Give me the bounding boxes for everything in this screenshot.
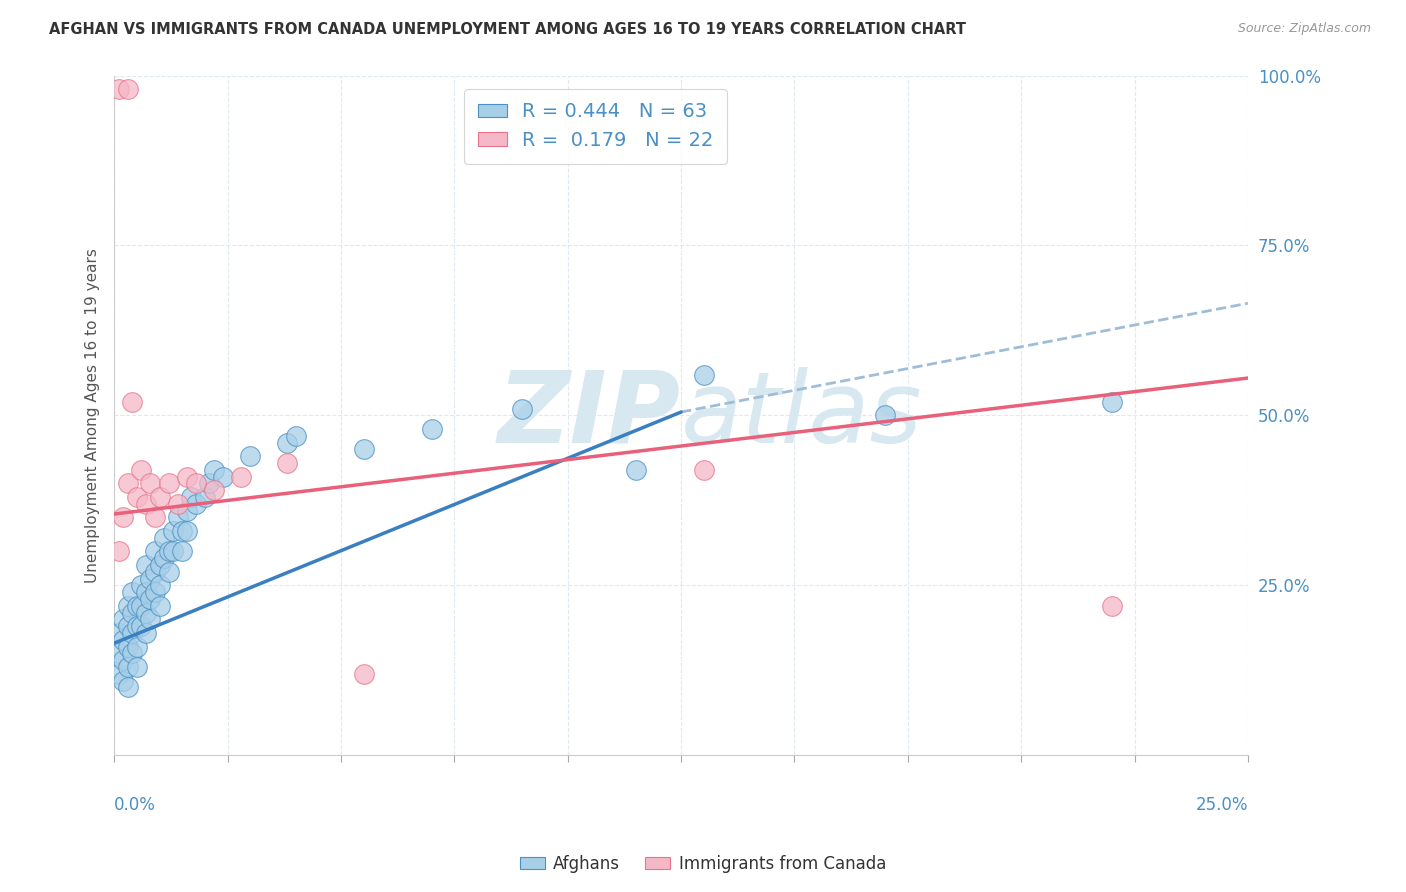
Point xyxy=(153,531,176,545)
Point xyxy=(139,572,162,586)
Point xyxy=(1101,394,1123,409)
Point xyxy=(139,592,162,607)
Point xyxy=(107,82,129,96)
Point xyxy=(121,585,143,599)
Point xyxy=(139,612,162,626)
Point xyxy=(135,626,157,640)
Point xyxy=(121,646,143,660)
Point xyxy=(112,653,135,667)
Point xyxy=(117,599,139,613)
Point xyxy=(121,394,143,409)
Point xyxy=(172,524,194,538)
Point xyxy=(107,646,129,660)
Point xyxy=(135,606,157,620)
Point xyxy=(198,476,221,491)
Point xyxy=(131,578,153,592)
Point xyxy=(353,442,375,457)
Point xyxy=(131,619,153,633)
Point xyxy=(135,585,157,599)
Point xyxy=(693,463,716,477)
Point xyxy=(148,558,170,572)
Text: Source: ZipAtlas.com: Source: ZipAtlas.com xyxy=(1237,22,1371,36)
Point xyxy=(143,565,166,579)
Point xyxy=(202,463,225,477)
Point xyxy=(239,449,262,463)
Point xyxy=(112,632,135,647)
Point xyxy=(180,490,202,504)
Point xyxy=(121,626,143,640)
Point xyxy=(125,619,148,633)
Point xyxy=(139,476,162,491)
Point xyxy=(125,599,148,613)
Text: 25.0%: 25.0% xyxy=(1195,797,1249,814)
Point xyxy=(1101,599,1123,613)
Point xyxy=(143,544,166,558)
Point xyxy=(117,681,139,695)
Point xyxy=(176,524,198,538)
Point xyxy=(125,660,148,674)
Legend: R = 0.444   N = 63, R =  0.179   N = 22: R = 0.444 N = 63, R = 0.179 N = 22 xyxy=(464,88,727,163)
Point xyxy=(157,544,180,558)
Text: AFGHAN VS IMMIGRANTS FROM CANADA UNEMPLOYMENT AMONG AGES 16 TO 19 YEARS CORRELAT: AFGHAN VS IMMIGRANTS FROM CANADA UNEMPLO… xyxy=(49,22,966,37)
Point xyxy=(112,510,135,524)
Point xyxy=(157,476,180,491)
Point xyxy=(107,544,129,558)
Point xyxy=(172,544,194,558)
Legend: Afghans, Immigrants from Canada: Afghans, Immigrants from Canada xyxy=(513,848,893,880)
Point xyxy=(112,673,135,688)
Point xyxy=(148,599,170,613)
Point xyxy=(875,409,897,423)
Point xyxy=(166,497,188,511)
Point xyxy=(148,490,170,504)
Point xyxy=(184,497,207,511)
Point xyxy=(231,469,253,483)
Point xyxy=(135,558,157,572)
Point xyxy=(284,429,307,443)
Point xyxy=(624,463,647,477)
Text: ZIP: ZIP xyxy=(498,367,681,464)
Point xyxy=(112,612,135,626)
Point xyxy=(117,660,139,674)
Point xyxy=(131,463,153,477)
Point xyxy=(166,510,188,524)
Point xyxy=(176,469,198,483)
Point xyxy=(135,497,157,511)
Point xyxy=(125,640,148,654)
Text: atlas: atlas xyxy=(681,367,922,464)
Point xyxy=(162,524,184,538)
Point xyxy=(202,483,225,498)
Point xyxy=(153,551,176,566)
Point xyxy=(176,503,198,517)
Point xyxy=(125,490,148,504)
Point xyxy=(117,476,139,491)
Point xyxy=(148,578,170,592)
Point xyxy=(194,490,217,504)
Point xyxy=(131,599,153,613)
Point xyxy=(276,456,298,470)
Point xyxy=(512,401,534,416)
Point xyxy=(276,435,298,450)
Point xyxy=(143,585,166,599)
Point xyxy=(117,82,139,96)
Text: 0.0%: 0.0% xyxy=(114,797,156,814)
Point xyxy=(693,368,716,382)
Point xyxy=(162,544,184,558)
Point xyxy=(143,510,166,524)
Point xyxy=(117,619,139,633)
Point xyxy=(121,606,143,620)
Point xyxy=(117,640,139,654)
Point xyxy=(353,666,375,681)
Point xyxy=(420,422,443,436)
Y-axis label: Unemployment Among Ages 16 to 19 years: Unemployment Among Ages 16 to 19 years xyxy=(86,248,100,582)
Point xyxy=(157,565,180,579)
Point xyxy=(107,626,129,640)
Point xyxy=(107,666,129,681)
Point xyxy=(184,476,207,491)
Point xyxy=(212,469,235,483)
